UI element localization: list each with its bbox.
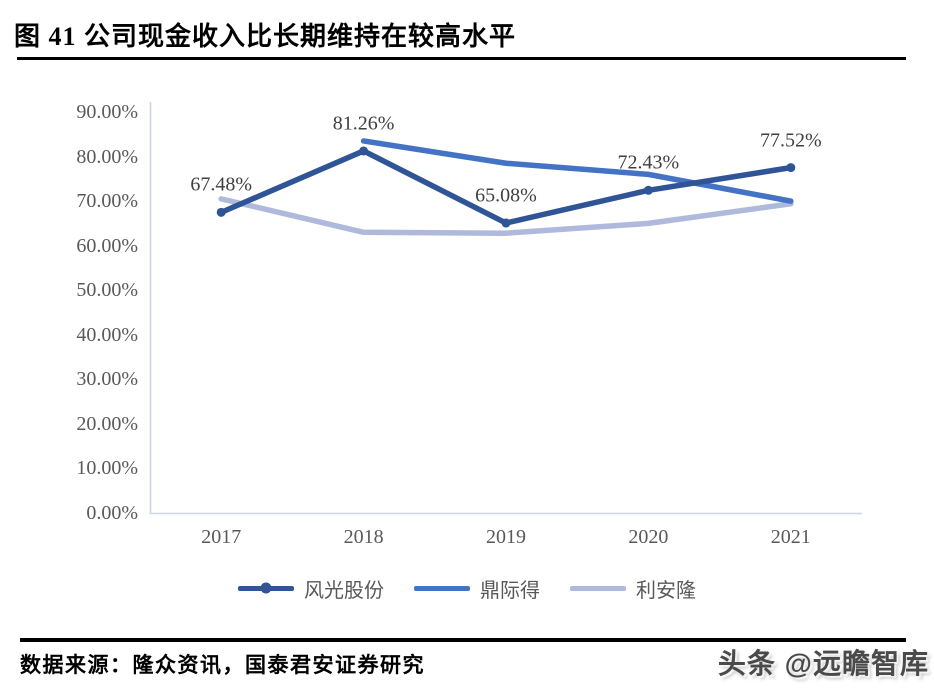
series-line-2 [218, 196, 794, 236]
chart-legend: 风光股份 鼎际得 利安隆 [0, 574, 934, 603]
series-marker-0 [216, 207, 226, 217]
title-underline [17, 57, 906, 60]
data-label: 67.48% [190, 173, 253, 196]
legend-label: 风光股份 [304, 579, 384, 602]
legend-swatch [570, 585, 626, 591]
data-source: 数据来源：隆众资讯，国泰君安证券研究 [20, 653, 425, 677]
legend-item-1: 鼎际得 [414, 574, 540, 603]
legend-item-2: 利安隆 [570, 574, 696, 603]
x-tick-label: 2019 [486, 526, 526, 548]
x-tick-label: 2018 [343, 526, 384, 548]
y-tick-label: 30.00% [76, 368, 138, 391]
legend-label: 利安隆 [636, 579, 696, 602]
footer-rule [20, 638, 906, 642]
y-tick-label: 20.00% [76, 412, 138, 435]
x-tick-label: 2021 [770, 526, 811, 548]
legend-marker-dot [260, 582, 272, 594]
line-chart: 0.00% 10.00% 20.00% 30.00% 40.00% 50.00% 60.00… [0, 90, 934, 620]
y-tick-label: 70.00% [76, 190, 138, 213]
watermark: 头条 @远瞻智库 [717, 648, 929, 679]
series-marker-0 [501, 218, 511, 228]
series-marker-0 [786, 163, 796, 173]
x-tick-label: 2017 [201, 526, 242, 548]
y-tick-label: 80.00% [76, 145, 138, 168]
data-label: 72.43% [617, 151, 680, 174]
legend-item-0: 风光股份 [238, 574, 384, 603]
y-tick-label: 40.00% [76, 323, 138, 346]
plot-area [149, 102, 862, 515]
legend-label: 鼎际得 [480, 579, 540, 602]
series-line-1 [360, 138, 794, 204]
data-label: 77.52% [759, 129, 822, 152]
data-label: 65.08% [475, 184, 537, 207]
y-tick-label: 60.00% [76, 234, 138, 257]
x-tick-label: 2020 [628, 526, 669, 548]
figure-title: 图 41 公司现金收入比长期维持在较高水平 [14, 22, 517, 51]
y-tick-label: 90.00% [76, 101, 138, 123]
y-tick-label: 0.00% [86, 502, 138, 524]
series-marker-0 [643, 185, 653, 195]
legend-swatch [238, 582, 294, 594]
data-label: 81.26% [332, 112, 395, 135]
legend-swatch [414, 585, 470, 591]
series-marker-0 [359, 146, 369, 156]
y-tick-label: 10.00% [76, 457, 138, 480]
y-tick-label: 50.00% [76, 279, 138, 302]
